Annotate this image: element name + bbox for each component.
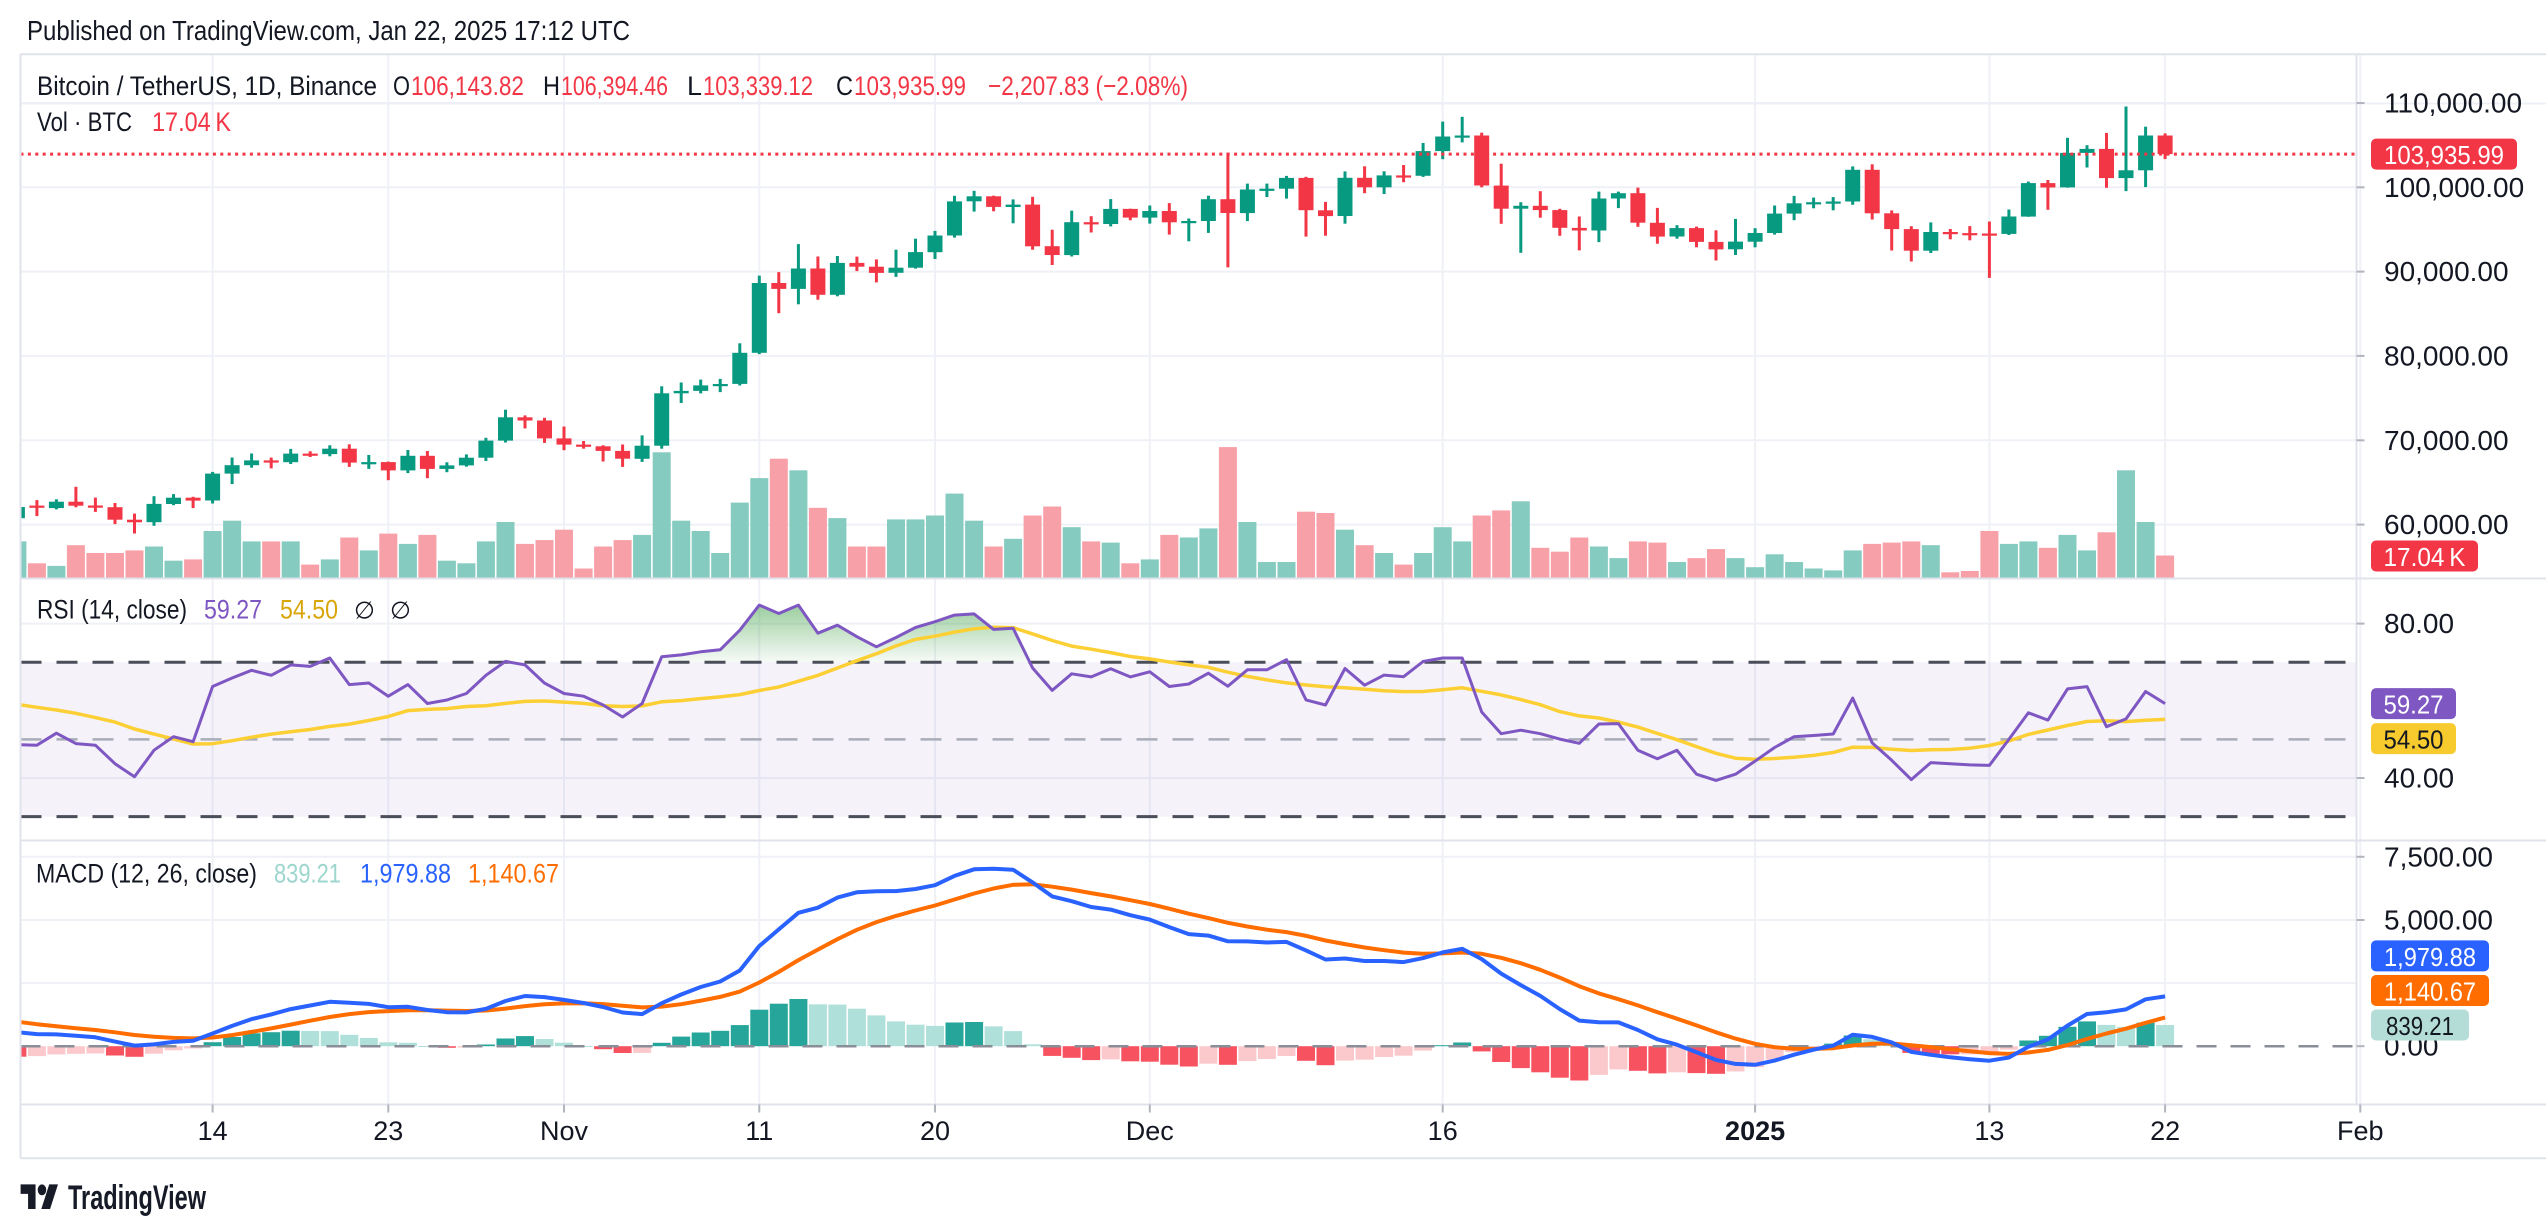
svg-text:Feb: Feb — [2337, 1116, 2384, 1146]
svg-text:Vol · BTC: Vol · BTC — [37, 107, 132, 137]
svg-text:17.04 K: 17.04 K — [2384, 542, 2467, 572]
svg-text:20: 20 — [920, 1116, 950, 1146]
svg-text:7,500.00: 7,500.00 — [2384, 841, 2493, 872]
svg-text:∅: ∅ — [354, 598, 375, 625]
svg-text:106,394.46: 106,394.46 — [561, 71, 668, 101]
svg-text:Bitcoin / TetherUS, 1D, Binanc: Bitcoin / TetherUS, 1D, Binance — [37, 71, 377, 101]
svg-text:MACD (12, 26, close): MACD (12, 26, close) — [36, 859, 257, 889]
svg-text:80.00: 80.00 — [2384, 608, 2454, 639]
svg-text:1,140.67: 1,140.67 — [468, 859, 559, 889]
svg-text:54.50: 54.50 — [280, 595, 338, 625]
svg-text:103,935.99: 103,935.99 — [854, 71, 966, 101]
svg-text:59.27: 59.27 — [204, 595, 262, 625]
svg-text:C: C — [836, 71, 853, 101]
svg-text:1,140.67: 1,140.67 — [2384, 977, 2476, 1007]
svg-text:5,000.00: 5,000.00 — [2384, 905, 2493, 936]
svg-text:80,000.00: 80,000.00 — [2384, 340, 2509, 371]
svg-text:22: 22 — [2150, 1116, 2180, 1146]
svg-text:H: H — [543, 71, 560, 101]
svg-text:Dec: Dec — [1126, 1116, 1174, 1146]
svg-text:60,000.00: 60,000.00 — [2384, 509, 2509, 540]
svg-text:1,979.88: 1,979.88 — [2384, 942, 2476, 972]
svg-text:Nov: Nov — [540, 1116, 589, 1146]
svg-text:11: 11 — [745, 1116, 773, 1146]
svg-text:17.04 K: 17.04 K — [152, 107, 231, 137]
svg-text:839.21: 839.21 — [274, 859, 341, 889]
svg-text:103,935.99: 103,935.99 — [2384, 140, 2504, 170]
svg-text:O: O — [393, 71, 410, 101]
svg-text:14: 14 — [198, 1116, 228, 1146]
svg-text:−2,207.83 (−2.08%): −2,207.83 (−2.08%) — [988, 71, 1188, 101]
svg-text:110,000.00: 110,000.00 — [2384, 88, 2522, 119]
svg-text:40.00: 40.00 — [2384, 763, 2454, 794]
svg-text:13: 13 — [1974, 1116, 2004, 1146]
svg-text:Published on TradingView.com,: Published on TradingView.com, Jan 22, 20… — [27, 15, 630, 46]
svg-text:L: L — [687, 71, 702, 101]
svg-text:59.27: 59.27 — [2384, 690, 2444, 720]
svg-text:100,000.00: 100,000.00 — [2384, 172, 2524, 203]
svg-text:∅: ∅ — [390, 598, 411, 625]
svg-text:54.50: 54.50 — [2384, 725, 2444, 755]
svg-text:90,000.00: 90,000.00 — [2384, 256, 2509, 287]
svg-text:TradingView: TradingView — [68, 1179, 206, 1217]
svg-text:16: 16 — [1428, 1116, 1458, 1146]
svg-text:839.21: 839.21 — [2386, 1011, 2454, 1041]
svg-text:106,143.82: 106,143.82 — [411, 71, 524, 101]
svg-text:2025: 2025 — [1725, 1116, 1785, 1146]
svg-text:70,000.00: 70,000.00 — [2384, 425, 2509, 456]
svg-text:23: 23 — [373, 1116, 403, 1146]
svg-text:103,339.12: 103,339.12 — [703, 71, 813, 101]
svg-text:RSI (14, close): RSI (14, close) — [37, 595, 187, 625]
svg-text:1,979.88: 1,979.88 — [360, 859, 451, 889]
